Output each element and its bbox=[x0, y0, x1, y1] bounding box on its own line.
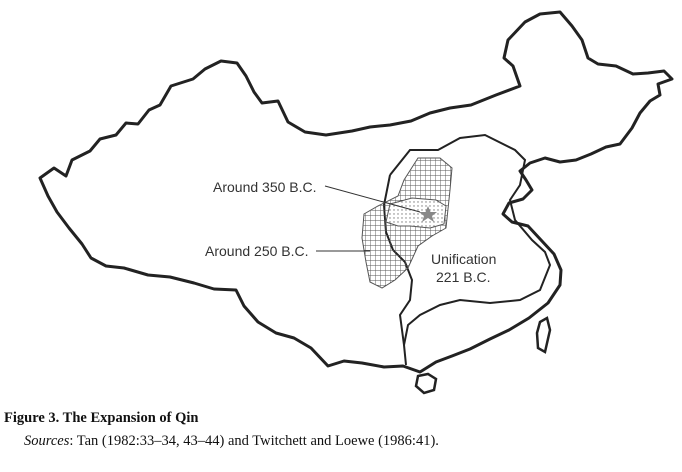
leader-line-350bc bbox=[324, 185, 421, 213]
sources-text: : Tan (1982:33–34, 43–44) and Twitchett … bbox=[69, 433, 439, 449]
label-unification-date: 221 B.C. bbox=[436, 269, 490, 285]
qin-expansion-map: Around 350 B.C. Around 250 B.C. Unificat… bbox=[38, 10, 674, 395]
sources-label: Sources bbox=[24, 433, 70, 449]
china-outline bbox=[38, 10, 674, 374]
unification-boundary bbox=[389, 133, 552, 366]
star-icon bbox=[419, 206, 437, 222]
figure-title: Figure 3. The Expansion of Qin bbox=[4, 410, 199, 426]
taiwan-island bbox=[535, 316, 552, 354]
label-unification: Unification bbox=[431, 251, 496, 267]
label-around-350bc: Around 350 B.C. bbox=[213, 179, 317, 195]
hainan-island bbox=[414, 372, 438, 395]
figure-sources: Sources: Tan (1982:33–34, 43–44) and Twi… bbox=[24, 433, 439, 450]
label-around-250bc: Around 250 B.C. bbox=[205, 243, 309, 259]
